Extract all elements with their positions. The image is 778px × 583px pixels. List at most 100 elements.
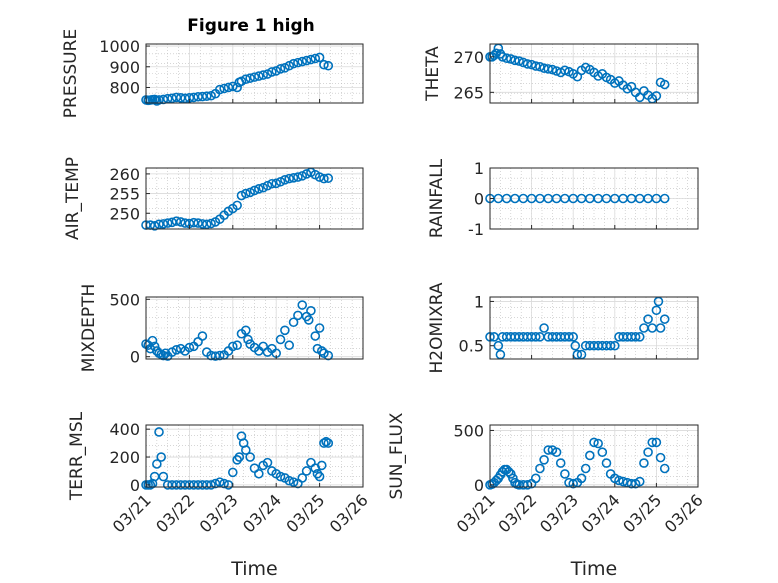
data-point (659, 193, 670, 204)
axes-box (489, 424, 699, 488)
data-point (580, 463, 591, 474)
data-point (560, 65, 570, 76)
y-tick-label: 270 (453, 48, 484, 67)
data-point (297, 56, 308, 67)
y-axis-label: PRESSURE (61, 29, 81, 118)
x-tick-label: 03/26 (661, 490, 707, 536)
data-point (568, 332, 579, 342)
data-point (535, 61, 545, 72)
data-point (306, 305, 316, 316)
data-point (312, 468, 323, 479)
data-point (149, 341, 160, 352)
y-tick-label: 0.5 (459, 337, 484, 356)
data-point (510, 55, 520, 66)
data-point (219, 478, 229, 489)
x-tick-label: 03/26 (326, 490, 372, 536)
data-point (152, 459, 162, 469)
data-point (493, 340, 504, 351)
data-point (288, 58, 299, 69)
axes-box (489, 296, 699, 360)
data-point (601, 458, 612, 468)
data-point (228, 467, 238, 478)
series-markers (485, 193, 670, 204)
data-point (210, 351, 221, 361)
data-point (535, 463, 545, 474)
data-point (275, 471, 286, 482)
data-point (539, 323, 549, 333)
data-point (605, 340, 616, 351)
series-markers (485, 296, 670, 360)
data-point (651, 305, 662, 316)
data-point (245, 452, 255, 462)
axes-box (489, 43, 699, 104)
data-point (158, 350, 169, 361)
data-point (316, 346, 327, 356)
data-point (201, 219, 212, 230)
data-point (301, 55, 312, 66)
y-axis-label: AIR_TEMP (63, 157, 83, 240)
data-point (634, 332, 645, 342)
data-point (639, 458, 649, 468)
data-point (219, 83, 229, 94)
data-point (618, 476, 628, 487)
x-tick-label: 03/21 (453, 490, 499, 536)
data-point (323, 173, 334, 184)
data-point (518, 57, 529, 68)
x-axis-label: Time (570, 558, 618, 580)
y-tick-label: 0 (474, 190, 484, 209)
panel-theta: 265 270 THETA (423, 43, 699, 104)
data-point (585, 450, 595, 461)
data-point (306, 54, 316, 65)
data-point (284, 173, 295, 184)
data-point (232, 200, 242, 211)
y-axis-label: H2OMIXRA (427, 282, 447, 373)
x-tick-label: 03/25 (619, 490, 665, 536)
data-point (201, 91, 212, 101)
data-point (651, 437, 662, 448)
x-tick-label: 03/21 (109, 490, 155, 536)
data-point (228, 341, 238, 352)
y-tick-label: 0 (130, 348, 140, 367)
data-point (319, 59, 329, 70)
y-axis-label: TERR_MSL (67, 411, 87, 501)
data-point (232, 455, 242, 465)
data-point (249, 72, 260, 82)
y-tick-label: 265 (453, 83, 484, 102)
data-point (564, 332, 574, 342)
data-point (609, 340, 620, 351)
y-tick-label: 255 (109, 185, 140, 204)
y-tick-label: 200 (109, 448, 140, 467)
data-point (288, 477, 299, 487)
data-point (323, 60, 334, 71)
data-point (154, 427, 164, 437)
plot-area (490, 44, 698, 103)
data-point (576, 473, 587, 484)
data-point (280, 175, 290, 185)
data-point (245, 73, 255, 83)
data-point (505, 54, 516, 64)
x-axis-label: Time (230, 558, 278, 580)
data-point (254, 71, 264, 81)
y-axis-label: MIXDEPTH (79, 284, 99, 373)
data-point (232, 82, 242, 93)
data-point (297, 300, 308, 310)
data-point (597, 447, 608, 457)
data-point (232, 340, 242, 351)
data-point (572, 71, 583, 82)
data-point (560, 469, 570, 479)
data-point (323, 438, 334, 448)
data-point (314, 323, 325, 333)
data-point (149, 221, 160, 231)
y-tick-label: 400 (109, 420, 140, 439)
data-point (543, 64, 554, 74)
data-point (319, 173, 329, 184)
y-tick-label: 500 (109, 290, 140, 309)
data-point (503, 466, 514, 477)
data-point (589, 437, 599, 448)
data-point (284, 475, 295, 486)
panel-rainfall: -1 0 1 RAINFALL (427, 158, 699, 239)
data-point (171, 345, 182, 355)
axes-box (145, 167, 364, 230)
